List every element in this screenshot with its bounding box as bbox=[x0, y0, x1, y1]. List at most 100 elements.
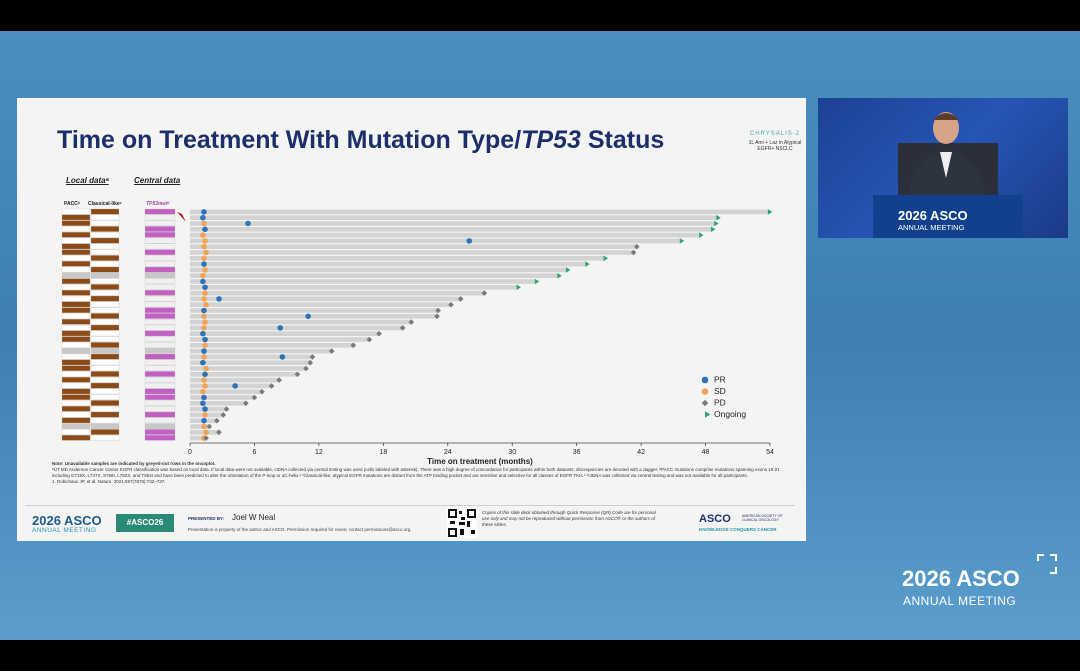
speaker-video: 2026 ASCO ANNUAL MEETING bbox=[818, 98, 1068, 238]
oncoplot-cell bbox=[90, 272, 120, 279]
treatment-bar bbox=[190, 227, 711, 232]
oncoplot-cell bbox=[144, 313, 176, 319]
oncoplot-cell bbox=[61, 336, 91, 342]
oncoplot-cell bbox=[61, 301, 91, 308]
oncoplot-cell bbox=[61, 394, 91, 400]
ongoing-marker bbox=[516, 284, 521, 291]
asco-brand: ASCO bbox=[699, 513, 731, 525]
treatment-bar bbox=[190, 383, 272, 389]
ongoing-marker bbox=[557, 272, 562, 279]
oncoplot-cell bbox=[90, 278, 120, 284]
response-marker bbox=[200, 330, 206, 337]
oncoplot-cell bbox=[61, 365, 91, 371]
response-marker bbox=[202, 290, 208, 296]
reference: 1. Robichaux JP, et al. Nature. 2021;597… bbox=[52, 479, 166, 484]
oncoplot-cell bbox=[144, 330, 176, 337]
response-marker bbox=[201, 325, 207, 331]
pd-marker bbox=[630, 249, 637, 256]
column-header: TP53mutᵈ bbox=[146, 201, 170, 207]
treatment-bar bbox=[190, 314, 438, 319]
treatment-bar bbox=[190, 377, 280, 383]
oncoplot-cell bbox=[61, 382, 91, 389]
pd-marker bbox=[435, 307, 441, 314]
oncoplot-cell bbox=[144, 243, 176, 250]
oncoplot-cell bbox=[144, 237, 176, 244]
treatment-bar bbox=[190, 238, 680, 244]
oncoplot-cell bbox=[61, 232, 91, 238]
treatment-bar bbox=[190, 290, 485, 296]
treatment-bar bbox=[190, 215, 717, 220]
treatment-bar bbox=[190, 354, 313, 360]
treatment-bar bbox=[190, 331, 380, 336]
ongoing-marker bbox=[534, 278, 540, 285]
hashtag: #ASCO26 bbox=[116, 514, 174, 532]
note: Note: Unavailable samples are indicated … bbox=[52, 461, 216, 466]
oncoplot-cell bbox=[90, 237, 120, 244]
response-marker bbox=[201, 377, 207, 383]
oncoplot-cell bbox=[61, 220, 91, 226]
oncoplot-cell bbox=[90, 417, 120, 424]
oncoplot-cell bbox=[90, 365, 120, 371]
treatment-bar bbox=[190, 285, 517, 290]
treatment-bar bbox=[190, 296, 461, 302]
oncoplot-cell bbox=[90, 295, 120, 302]
ongoing-marker bbox=[767, 209, 773, 215]
pd-marker bbox=[243, 400, 249, 407]
oncoplot-cell bbox=[61, 411, 91, 418]
oncoplot-cell bbox=[61, 261, 91, 267]
oncoplot-cell bbox=[144, 307, 176, 313]
legend-label: SD bbox=[714, 386, 726, 396]
treatment-bar bbox=[190, 244, 637, 249]
response-marker bbox=[245, 220, 251, 227]
response-marker bbox=[203, 365, 209, 372]
qr-code bbox=[447, 508, 477, 538]
oncoplot-cell bbox=[90, 313, 120, 319]
pd-marker bbox=[276, 377, 282, 383]
oncoplot-cell bbox=[90, 423, 120, 429]
treatment-bar bbox=[190, 221, 715, 226]
oncoplot-cell bbox=[90, 382, 120, 389]
x-tick-label: 18 bbox=[379, 449, 387, 456]
oncoplot-cell bbox=[90, 336, 120, 342]
oncoplot-cell bbox=[61, 255, 91, 261]
oncoplot-cell bbox=[61, 214, 91, 221]
response-marker bbox=[200, 359, 206, 366]
oncoplot-cell bbox=[144, 388, 176, 395]
oncoplot-cell bbox=[144, 394, 176, 400]
pd-marker bbox=[434, 313, 440, 320]
oncoplot-cell bbox=[61, 377, 91, 383]
response-marker bbox=[201, 313, 207, 320]
oncoplot-cell bbox=[90, 301, 120, 308]
pd-marker bbox=[307, 359, 314, 366]
legend-swatch bbox=[701, 376, 709, 384]
local-data-label: Local dataᵃ bbox=[66, 176, 109, 185]
oncoplot-cell bbox=[90, 284, 120, 290]
column-header: PACCᵇ bbox=[64, 201, 80, 207]
ongoing-marker bbox=[603, 255, 608, 262]
oncoplot-cell bbox=[144, 435, 176, 441]
pd-marker bbox=[206, 423, 213, 430]
response-marker bbox=[202, 319, 208, 325]
response-marker bbox=[202, 371, 208, 378]
asco-society: AMERICAN SOCIETY OF CLINICAL ONCOLOGY bbox=[742, 514, 783, 522]
oncoplot-cell bbox=[144, 261, 176, 267]
slide-title: Time on Treatment With Mutation Type/TP5… bbox=[57, 126, 664, 155]
legend-label: PR bbox=[714, 374, 726, 384]
legend-label: Ongoing bbox=[714, 409, 746, 419]
response-marker bbox=[202, 267, 208, 273]
title-part: Time on Treatment With Mutation Type/ bbox=[57, 126, 522, 154]
oncoplot-cell bbox=[144, 423, 176, 429]
response-marker bbox=[203, 429, 209, 436]
legend-label: PD bbox=[714, 397, 726, 407]
oncoplot-cell bbox=[61, 278, 91, 284]
pd-marker bbox=[366, 336, 373, 343]
pd-marker bbox=[268, 383, 275, 389]
oncoplot-cell bbox=[90, 255, 120, 261]
response-marker bbox=[201, 348, 207, 354]
oncoplot-cell bbox=[90, 220, 120, 226]
treatment-bar bbox=[190, 279, 535, 284]
treatment-bar bbox=[190, 366, 306, 371]
pd-marker bbox=[220, 412, 227, 418]
oncoplot-cell bbox=[144, 301, 176, 308]
